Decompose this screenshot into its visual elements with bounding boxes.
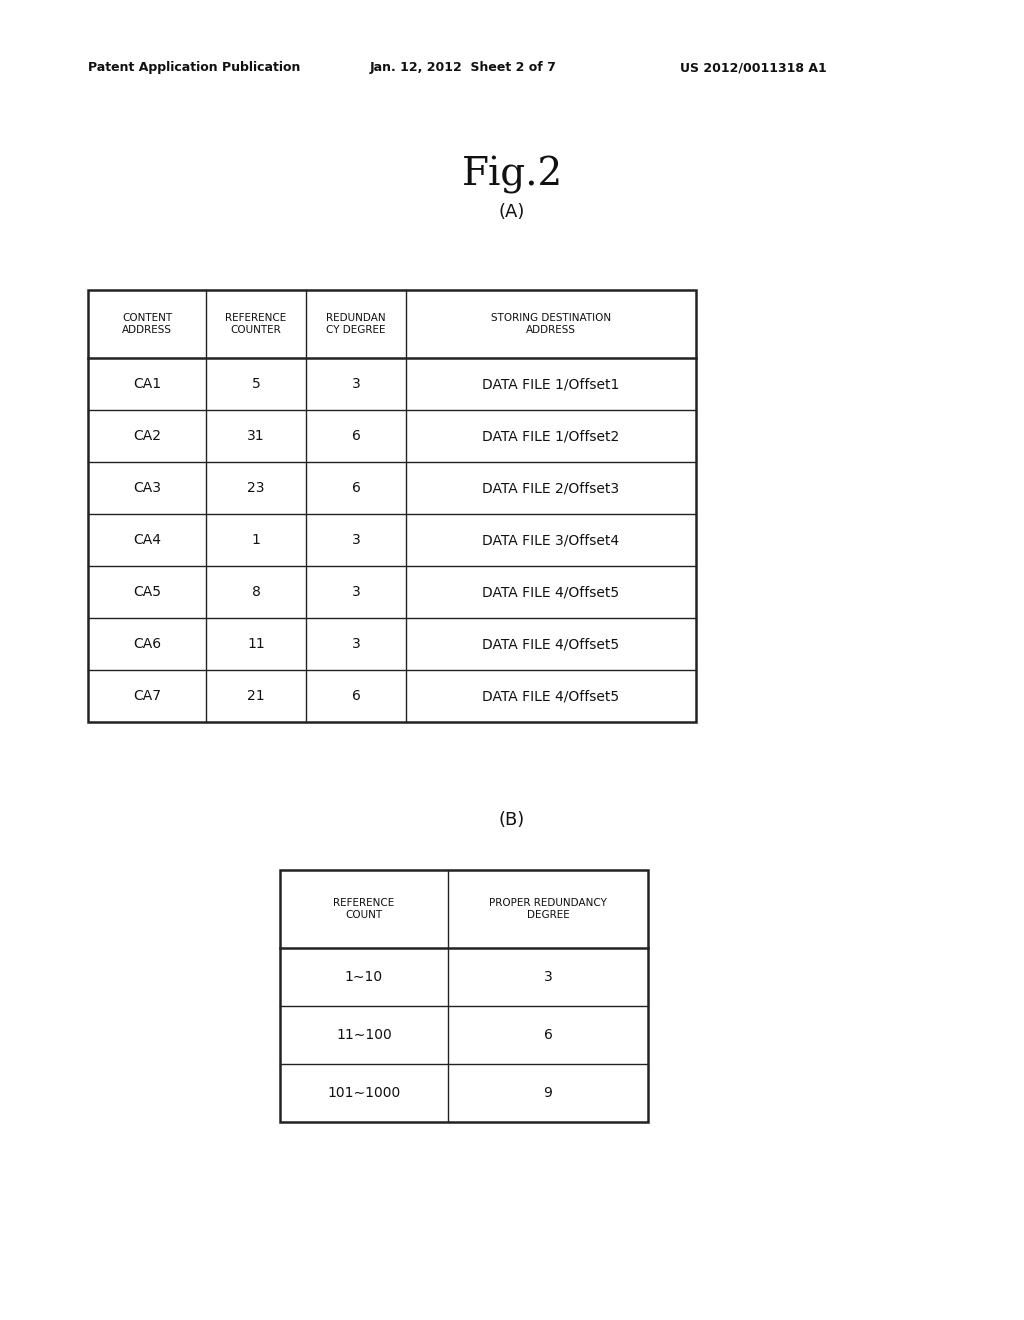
- Text: 9: 9: [544, 1086, 552, 1100]
- Text: DATA FILE 1/Offset2: DATA FILE 1/Offset2: [482, 429, 620, 444]
- Text: CA2: CA2: [133, 429, 161, 444]
- Text: 11: 11: [247, 638, 265, 651]
- Text: CA6: CA6: [133, 638, 161, 651]
- Text: CA1: CA1: [133, 378, 161, 391]
- Text: 6: 6: [351, 689, 360, 704]
- Text: REFERENCE
COUNT: REFERENCE COUNT: [334, 898, 394, 920]
- Text: REDUNDAN
CY DEGREE: REDUNDAN CY DEGREE: [327, 313, 386, 335]
- Text: 3: 3: [351, 585, 360, 599]
- Text: CA4: CA4: [133, 533, 161, 546]
- Text: DATA FILE 4/Offset5: DATA FILE 4/Offset5: [482, 689, 620, 704]
- Text: 6: 6: [544, 1028, 552, 1041]
- Text: PROPER REDUNDANCY
DEGREE: PROPER REDUNDANCY DEGREE: [489, 898, 607, 920]
- Text: REFERENCE
COUNTER: REFERENCE COUNTER: [225, 313, 287, 335]
- Text: (A): (A): [499, 203, 525, 220]
- Text: CA7: CA7: [133, 689, 161, 704]
- Text: US 2012/0011318 A1: US 2012/0011318 A1: [680, 62, 826, 74]
- Text: CA3: CA3: [133, 480, 161, 495]
- Bar: [88, 290, 696, 722]
- Text: (B): (B): [499, 810, 525, 829]
- Text: DATA FILE 4/Offset5: DATA FILE 4/Offset5: [482, 585, 620, 599]
- Text: 3: 3: [351, 533, 360, 546]
- Text: DATA FILE 3/Offset4: DATA FILE 3/Offset4: [482, 533, 620, 546]
- Text: 21: 21: [247, 689, 265, 704]
- Text: 6: 6: [351, 429, 360, 444]
- Text: 11∼100: 11∼100: [336, 1028, 392, 1041]
- Text: DATA FILE 1/Offset1: DATA FILE 1/Offset1: [482, 378, 620, 391]
- Text: 3: 3: [351, 638, 360, 651]
- Text: DATA FILE 4/Offset5: DATA FILE 4/Offset5: [482, 638, 620, 651]
- Text: CONTENT
ADDRESS: CONTENT ADDRESS: [122, 313, 172, 335]
- Text: 1∼10: 1∼10: [345, 970, 383, 983]
- Text: Jan. 12, 2012  Sheet 2 of 7: Jan. 12, 2012 Sheet 2 of 7: [370, 62, 557, 74]
- Text: 31: 31: [247, 429, 265, 444]
- Text: 6: 6: [351, 480, 360, 495]
- Text: 8: 8: [252, 585, 260, 599]
- Text: 1: 1: [252, 533, 260, 546]
- Text: CA5: CA5: [133, 585, 161, 599]
- Bar: [280, 870, 648, 1122]
- Text: Fig.2: Fig.2: [462, 156, 562, 194]
- Text: 101∼1000: 101∼1000: [328, 1086, 400, 1100]
- Text: 3: 3: [351, 378, 360, 391]
- Text: Patent Application Publication: Patent Application Publication: [88, 62, 300, 74]
- Text: STORING DESTINATION
ADDRESS: STORING DESTINATION ADDRESS: [490, 313, 611, 335]
- Text: 3: 3: [544, 970, 552, 983]
- Text: 5: 5: [252, 378, 260, 391]
- Text: DATA FILE 2/Offset3: DATA FILE 2/Offset3: [482, 480, 620, 495]
- Text: 23: 23: [247, 480, 265, 495]
